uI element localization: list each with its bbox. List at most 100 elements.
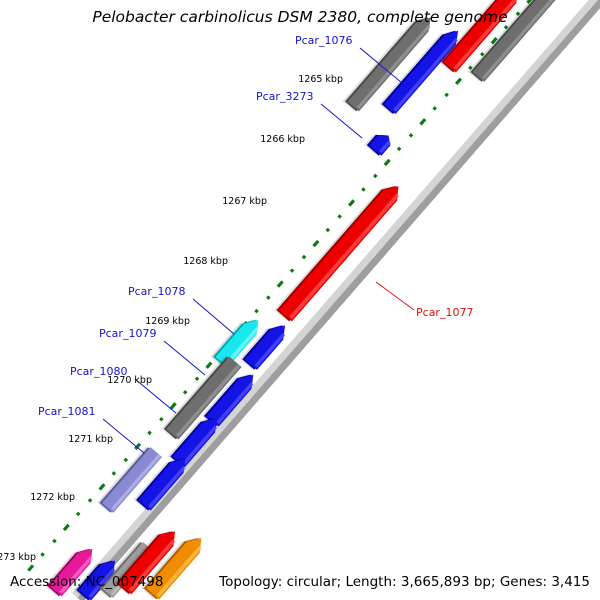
gene-body[interactable] (215, 315, 265, 368)
gene-arrow[interactable] (73, 553, 121, 600)
tick-dot (98, 483, 106, 491)
gene-body[interactable] (172, 413, 223, 468)
tick-dot (75, 511, 81, 517)
tick-dot (194, 376, 200, 381)
tick-dot (289, 268, 295, 273)
genes-layer[interactable] (44, 0, 560, 600)
gene-body[interactable] (347, 13, 437, 112)
axis-tick-label: 1271 kbp (68, 434, 113, 445)
gene-arrow[interactable] (141, 530, 207, 600)
gene-highlight (156, 545, 202, 598)
label-leader-line (102, 418, 145, 454)
gene-body[interactable] (369, 130, 394, 156)
tick-dot (52, 538, 57, 544)
gene-label-pcar_3273[interactable]: Pcar_3273 (256, 90, 313, 103)
gene-body[interactable] (279, 181, 405, 322)
gene-labels-layer[interactable]: Pcar_1076 Pcar_3273 Pcar_1077 Pcar_1078 Pcar… (38, 34, 473, 418)
gene-body[interactable] (166, 356, 242, 440)
gene-label-pcar_1078[interactable]: Pcar_1078 (128, 285, 185, 298)
gene-arrow[interactable] (210, 312, 265, 370)
tick-dot (503, 24, 509, 30)
gene-arrow[interactable] (364, 128, 394, 158)
tick-dot (62, 523, 70, 532)
tick-dot (337, 214, 342, 219)
gene-label-pcar_1080[interactable]: Pcar_1080 (70, 365, 127, 378)
genome-summary-label: Topology: circular; Length: 3,665,893 bp… (218, 574, 590, 590)
label-leader-line (320, 103, 363, 139)
axis-tick-label: 1268 kbp (183, 256, 228, 267)
gene-body[interactable] (78, 555, 121, 600)
tick-dot (515, 11, 521, 16)
gene-arrow[interactable] (113, 523, 182, 596)
gene-arrow[interactable] (379, 23, 464, 116)
gene-body[interactable] (118, 526, 182, 595)
gene-highlight (393, 38, 459, 112)
gene-body[interactable] (49, 544, 99, 597)
tick-dot (432, 106, 437, 111)
accession-label: Accession: NC_007498 (10, 574, 163, 590)
tick-dot (40, 552, 45, 557)
gene-arrow[interactable] (239, 318, 291, 373)
gene-arrow[interactable] (467, 0, 560, 84)
gene-highlight (356, 24, 431, 109)
gene-body[interactable] (206, 369, 260, 427)
gene-highlight (254, 332, 286, 368)
tick-dot (444, 92, 449, 98)
gene-label-pcar_1081[interactable]: Pcar_1081 (38, 405, 95, 418)
axis-tick-label: 1273 kbp (0, 552, 36, 563)
gene-highlight (148, 466, 186, 509)
label-leader-line (375, 281, 415, 311)
gene-body[interactable] (102, 447, 162, 513)
tick-dot (254, 308, 259, 314)
gene-label-pcar_1077[interactable]: Pcar_1077 (416, 306, 473, 319)
gene-body[interactable] (244, 320, 291, 370)
gene-highlight (176, 363, 241, 438)
tick-dot (147, 430, 152, 436)
gene-highlight (216, 382, 254, 425)
axis-tick-label: 1270 kbp (107, 375, 152, 386)
gene-body[interactable] (146, 533, 207, 600)
tick-dot (383, 158, 391, 167)
tick-dot (526, 0, 533, 4)
gene-arrow[interactable] (133, 451, 192, 513)
gene-arrow[interactable] (167, 410, 223, 469)
label-leader-line (163, 340, 206, 376)
label-leader-line (134, 378, 177, 414)
gene-arrow[interactable] (201, 367, 260, 429)
gene-arrow[interactable] (342, 10, 437, 114)
label-leader-line (192, 298, 235, 335)
tick-dot (361, 187, 366, 192)
gene-body[interactable] (472, 0, 560, 82)
tick-dot (325, 227, 331, 233)
tick-dot (312, 239, 320, 248)
tick-dot (266, 295, 271, 300)
gene-arrow[interactable] (274, 178, 405, 324)
tick-dot (27, 564, 35, 572)
axis-tick-label: 1266 kbp (260, 134, 305, 145)
gene-highlight (111, 453, 161, 511)
tick-dot (276, 280, 284, 288)
tick-dot (454, 77, 463, 85)
gene-arrow[interactable] (97, 445, 162, 516)
gene-highlight (481, 0, 559, 80)
tick-dot (169, 402, 177, 410)
gene-body[interactable] (138, 453, 192, 511)
gene-arrow[interactable] (161, 354, 242, 442)
gene-highlight (453, 0, 519, 71)
page-title: Pelobacter carbinolicus DSM 2380, comple… (92, 8, 507, 26)
gene-label-pcar_1076[interactable]: Pcar_1076 (295, 34, 352, 47)
axis-tick-label: 1272 kbp (30, 492, 75, 503)
gene-arrow[interactable] (438, 0, 524, 75)
tick-dot (111, 471, 117, 476)
tick-dot (468, 65, 473, 71)
gene-body[interactable] (443, 0, 524, 73)
gene-arrow[interactable] (44, 541, 99, 599)
gene-label-pcar_1079[interactable]: Pcar_1079 (99, 327, 156, 340)
tick-dot (373, 173, 378, 179)
gene-body[interactable] (384, 26, 464, 115)
tick-dot (408, 133, 414, 138)
gene-highlight (379, 140, 392, 154)
gene-highlight (225, 327, 259, 365)
